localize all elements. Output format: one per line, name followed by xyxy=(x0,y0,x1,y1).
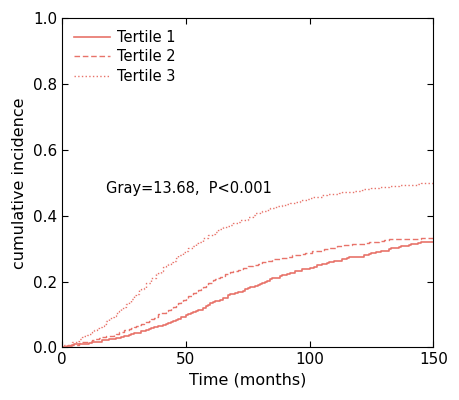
Tertile 3 xyxy=(319,192,324,197)
Tertile 2 xyxy=(59,345,65,350)
Tertile 3 xyxy=(59,345,65,350)
Tertile 3 xyxy=(430,180,435,185)
Tertile 2 xyxy=(240,265,245,270)
Tertile 1 xyxy=(430,239,435,244)
Tertile 1 xyxy=(240,288,245,293)
Tertile 1 xyxy=(59,345,65,350)
Line: Tertile 3: Tertile 3 xyxy=(62,182,432,347)
Tertile 2 xyxy=(284,254,289,259)
Tertile 2 xyxy=(319,248,324,253)
Tertile 1 xyxy=(190,309,196,314)
Tertile 2 xyxy=(294,252,299,257)
X-axis label: Time (months): Time (months) xyxy=(189,373,306,388)
Tertile 3 xyxy=(190,243,196,248)
Tertile 1 xyxy=(294,269,299,274)
Tertile 3 xyxy=(422,180,428,185)
Tertile 1 xyxy=(319,262,324,267)
Tertile 2 xyxy=(417,235,423,240)
Tertile 1 xyxy=(284,271,289,276)
Y-axis label: cumulative incidence: cumulative incidence xyxy=(12,97,27,268)
Tertile 2 xyxy=(430,235,435,240)
Line: Tertile 1: Tertile 1 xyxy=(62,242,432,347)
Tertile 2 xyxy=(190,291,196,296)
Tertile 1 xyxy=(422,240,428,244)
Legend: Tertile 1, Tertile 2, Tertile 3: Tertile 1, Tertile 2, Tertile 3 xyxy=(69,26,180,88)
Tertile 3 xyxy=(240,218,245,222)
Tertile 2 xyxy=(425,235,430,240)
Line: Tertile 2: Tertile 2 xyxy=(62,238,432,347)
Tertile 3 xyxy=(294,200,299,204)
Tertile 3 xyxy=(284,202,289,207)
Text: Gray=13.68,  P<0.001: Gray=13.68, P<0.001 xyxy=(106,181,272,196)
